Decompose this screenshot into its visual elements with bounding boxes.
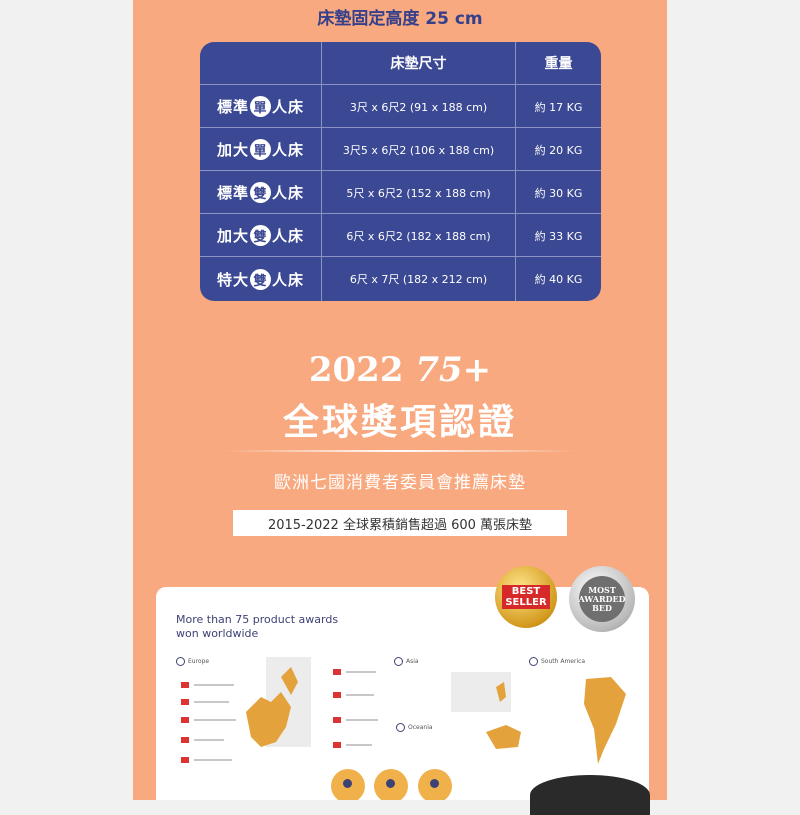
table-divider [200,213,601,214]
award-entry-line [346,719,378,721]
region-asia: Asia [394,657,419,666]
flag-icon [181,699,189,705]
region-oceania: Oceania [396,723,433,732]
table-header-size: 床墊尺寸 [390,56,447,72]
bed-type-name: 加大單人床 [216,139,305,160]
awards-card-title: More than 75 product awards won worldwid… [176,613,339,640]
bed-dimensions: 3尺 x 6尺2 (91 x 188 cm) [349,100,488,114]
flag-icon [181,737,189,743]
content-panel: 床墊固定高度 25 cm 床墊尺寸 重量 標準單人床 3尺 x 6尺2 (91 … [133,0,667,800]
most-awarded-badge-icon: MOST AWARDED BED [569,566,635,632]
globe-icon [331,769,365,800]
table-header-empty [200,42,321,84]
table-divider [515,42,516,301]
award-count: 75+ [415,350,492,390]
award-entry-line [194,739,224,741]
bed-weight: 約 40 KG [534,273,583,286]
location-pin-icon [529,657,538,666]
table-row: 特大雙人床 6尺 x 7尺 (182 x 212 cm) 約 40 KG [200,257,601,301]
flag-icon [333,717,341,723]
flag-icon [181,682,189,688]
bed-type-circle: 單 [250,96,271,117]
award-year: 2022 [308,350,404,390]
best-seller-badge-icon: BEST SELLER [495,566,557,628]
asia-map-icon [451,672,521,749]
table-header-weight: 重量 [544,56,573,72]
table-divider [200,170,601,171]
consumer-recommendation: 歐洲七國消費者委員會推薦床墊 [274,473,526,493]
bed-weight: 約 30 KG [534,186,583,200]
table-divider [200,84,601,85]
bed-type-circle: 單 [250,139,271,160]
table-divider [321,42,322,301]
table-row: 標準雙人床 5尺 x 6尺2 (152 x 188 cm) 約 30 KG [200,171,601,214]
europe-map-icon [246,657,311,747]
flag-icon [181,757,189,763]
bed-type-circle: 雙 [250,225,271,246]
mattress-photo [530,775,650,815]
location-pin-icon [176,657,185,666]
table-header-row: 床墊尺寸 重量 [200,42,601,84]
award-entry-line [194,759,232,761]
award-entry-line [346,694,374,696]
flag-icon [333,692,341,698]
award-entry-line [194,701,229,703]
table-row: 加大雙人床 6尺 x 6尺2 (182 x 188 cm) 約 33 KG [200,214,601,257]
table-divider [200,256,601,257]
bed-type-name: 加大雙人床 [216,225,305,246]
region-europe: Europe [176,657,209,666]
bed-type-name: 標準雙人床 [216,182,305,203]
award-entry-line [346,671,376,673]
bed-type-circle: 雙 [250,182,271,203]
bed-dimensions: 5尺 x 6尺2 (152 x 188 cm) [346,186,491,200]
table-row: 標準單人床 3尺 x 6尺2 (91 x 188 cm) 約 17 KG [200,85,601,128]
award-headline-numbers: 2022 75+ [133,350,667,390]
bed-weight: 約 33 KG [534,229,583,243]
bed-dimensions: 6尺 x 6尺2 (182 x 188 cm) [346,229,491,243]
award-entry-line [194,719,236,721]
flag-icon [333,742,341,748]
south-america-map-icon [584,677,626,764]
size-table: 床墊尺寸 重量 標準單人床 3尺 x 6尺2 (91 x 188 cm) 約 1… [200,42,601,301]
bed-type-circle: 雙 [250,268,271,290]
headline-divider [223,450,577,452]
globe-icon [374,769,408,800]
location-pin-icon [394,657,403,666]
flag-icon [181,717,189,723]
sales-stat-banner: 2015-2022 全球累積銷售超過 600 萬張床墊 [233,510,567,536]
bed-type-name: 特大雙人床 [216,268,305,290]
award-entry-line [194,684,234,686]
bed-dimensions: 6尺 x 7尺 (182 x 212 cm) [349,273,488,286]
bed-weight: 約 17 KG [534,100,583,114]
location-pin-icon [396,723,405,732]
bed-dimensions: 3尺5 x 6尺2 (106 x 188 cm) [342,143,495,157]
table-divider [200,127,601,128]
region-south-america: South America [529,657,585,666]
bed-type-name: 標準單人床 [216,96,305,117]
bed-weight: 約 20 KG [534,143,583,157]
award-entry-line [346,744,372,746]
table-row: 加大單人床 3尺5 x 6尺2 (106 x 188 cm) 約 20 KG [200,128,601,171]
awards-map-card: More than 75 product awards won worldwid… [156,587,649,800]
mattress-height-title: 床墊固定高度 25 cm [317,9,483,29]
flag-icon [333,669,341,675]
award-headline: 全球獎項認證 [282,402,517,443]
globe-icon [418,769,452,800]
